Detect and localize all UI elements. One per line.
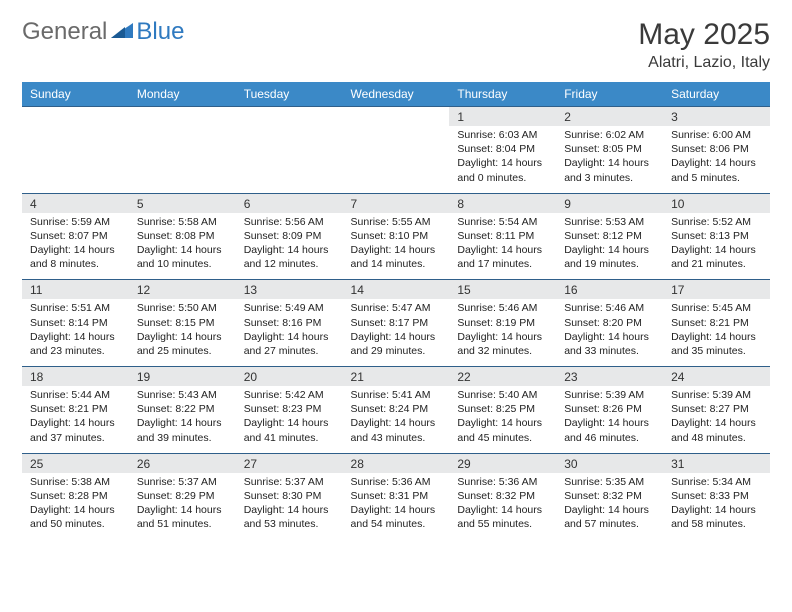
day-number-cell: 23 [556,367,663,387]
day-number-cell: 28 [343,453,450,473]
day-content-cell: Sunrise: 5:52 AM Sunset: 8:13 PM Dayligh… [663,213,770,280]
day-header: Monday [129,82,236,107]
day-number-cell: 9 [556,193,663,213]
day-number-cell: 16 [556,280,663,300]
day-content-row: Sunrise: 5:44 AM Sunset: 8:21 PM Dayligh… [22,386,770,453]
day-content-cell: Sunrise: 5:38 AM Sunset: 8:28 PM Dayligh… [22,473,129,540]
day-content-cell: Sunrise: 5:54 AM Sunset: 8:11 PM Dayligh… [449,213,556,280]
day-header: Tuesday [236,82,343,107]
day-number-cell [22,107,129,127]
day-content-cell: Sunrise: 5:53 AM Sunset: 8:12 PM Dayligh… [556,213,663,280]
day-content-cell [343,126,450,193]
day-number-cell: 25 [22,453,129,473]
day-content-row: Sunrise: 5:51 AM Sunset: 8:14 PM Dayligh… [22,299,770,366]
day-content-cell: Sunrise: 5:50 AM Sunset: 8:15 PM Dayligh… [129,299,236,366]
day-content-cell: Sunrise: 5:39 AM Sunset: 8:27 PM Dayligh… [663,386,770,453]
day-number-cell [343,107,450,127]
day-header: Wednesday [343,82,450,107]
day-number-cell: 26 [129,453,236,473]
day-number-cell: 8 [449,193,556,213]
day-number-cell: 15 [449,280,556,300]
day-content-cell [129,126,236,193]
day-number-cell: 27 [236,453,343,473]
day-content-cell: Sunrise: 5:49 AM Sunset: 8:16 PM Dayligh… [236,299,343,366]
month-title: May 2025 [638,18,770,52]
day-header: Sunday [22,82,129,107]
day-number-cell: 11 [22,280,129,300]
day-header: Thursday [449,82,556,107]
day-number-row: 45678910 [22,193,770,213]
day-number-cell: 12 [129,280,236,300]
day-content-cell: Sunrise: 5:46 AM Sunset: 8:19 PM Dayligh… [449,299,556,366]
day-number-cell: 14 [343,280,450,300]
day-content-cell: Sunrise: 6:00 AM Sunset: 8:06 PM Dayligh… [663,126,770,193]
day-content-cell: Sunrise: 5:40 AM Sunset: 8:25 PM Dayligh… [449,386,556,453]
day-content-cell: Sunrise: 5:41 AM Sunset: 8:24 PM Dayligh… [343,386,450,453]
day-number-cell [236,107,343,127]
day-content-cell: Sunrise: 5:44 AM Sunset: 8:21 PM Dayligh… [22,386,129,453]
day-number-cell: 13 [236,280,343,300]
day-number-cell: 30 [556,453,663,473]
day-number-cell: 2 [556,107,663,127]
day-number-cell: 20 [236,367,343,387]
day-content-row: Sunrise: 6:03 AM Sunset: 8:04 PM Dayligh… [22,126,770,193]
day-content-cell [236,126,343,193]
day-number-row: 11121314151617 [22,280,770,300]
title-block: May 2025 Alatri, Lazio, Italy [638,18,770,72]
day-content-cell: Sunrise: 5:35 AM Sunset: 8:32 PM Dayligh… [556,473,663,540]
logo-text-general: General [22,18,107,46]
day-content-cell: Sunrise: 5:37 AM Sunset: 8:30 PM Dayligh… [236,473,343,540]
day-number-cell: 17 [663,280,770,300]
day-number-cell: 24 [663,367,770,387]
day-number-cell [129,107,236,127]
day-content-cell: Sunrise: 6:03 AM Sunset: 8:04 PM Dayligh… [449,126,556,193]
day-content-cell: Sunrise: 5:42 AM Sunset: 8:23 PM Dayligh… [236,386,343,453]
day-content-cell: Sunrise: 5:55 AM Sunset: 8:10 PM Dayligh… [343,213,450,280]
day-number-cell: 7 [343,193,450,213]
day-content-cell: Sunrise: 5:51 AM Sunset: 8:14 PM Dayligh… [22,299,129,366]
logo-text-blue: Blue [136,18,184,46]
day-content-cell: Sunrise: 5:56 AM Sunset: 8:09 PM Dayligh… [236,213,343,280]
day-number-cell: 22 [449,367,556,387]
location: Alatri, Lazio, Italy [638,54,770,72]
day-number-row: 123 [22,107,770,127]
day-content-cell: Sunrise: 5:36 AM Sunset: 8:32 PM Dayligh… [449,473,556,540]
day-number-cell: 31 [663,453,770,473]
day-number-cell: 1 [449,107,556,127]
day-number-row: 18192021222324 [22,367,770,387]
day-content-cell: Sunrise: 5:45 AM Sunset: 8:21 PM Dayligh… [663,299,770,366]
day-content-cell: Sunrise: 5:39 AM Sunset: 8:26 PM Dayligh… [556,386,663,453]
day-number-cell: 5 [129,193,236,213]
day-content-cell: Sunrise: 5:37 AM Sunset: 8:29 PM Dayligh… [129,473,236,540]
day-header-row: SundayMondayTuesdayWednesdayThursdayFrid… [22,82,770,107]
day-content-cell: Sunrise: 5:36 AM Sunset: 8:31 PM Dayligh… [343,473,450,540]
day-number-cell: 29 [449,453,556,473]
day-content-cell: Sunrise: 5:59 AM Sunset: 8:07 PM Dayligh… [22,213,129,280]
day-content-cell: Sunrise: 5:47 AM Sunset: 8:17 PM Dayligh… [343,299,450,366]
day-content-cell: Sunrise: 5:58 AM Sunset: 8:08 PM Dayligh… [129,213,236,280]
day-number-cell: 19 [129,367,236,387]
day-content-row: Sunrise: 5:59 AM Sunset: 8:07 PM Dayligh… [22,213,770,280]
header: General Blue May 2025 Alatri, Lazio, Ita… [22,18,770,72]
logo-triangle-icon [111,21,133,44]
day-content-cell: Sunrise: 5:46 AM Sunset: 8:20 PM Dayligh… [556,299,663,366]
day-content-cell [22,126,129,193]
day-number-cell: 10 [663,193,770,213]
day-header: Friday [556,82,663,107]
day-content-cell: Sunrise: 6:02 AM Sunset: 8:05 PM Dayligh… [556,126,663,193]
day-number-cell: 6 [236,193,343,213]
day-number-cell: 3 [663,107,770,127]
day-content-cell: Sunrise: 5:34 AM Sunset: 8:33 PM Dayligh… [663,473,770,540]
day-content-cell: Sunrise: 5:43 AM Sunset: 8:22 PM Dayligh… [129,386,236,453]
logo: General Blue [22,18,184,46]
calendar-table: SundayMondayTuesdayWednesdayThursdayFrid… [22,82,770,539]
day-number-cell: 18 [22,367,129,387]
day-content-row: Sunrise: 5:38 AM Sunset: 8:28 PM Dayligh… [22,473,770,540]
day-number-cell: 21 [343,367,450,387]
day-number-row: 25262728293031 [22,453,770,473]
day-number-cell: 4 [22,193,129,213]
day-header: Saturday [663,82,770,107]
